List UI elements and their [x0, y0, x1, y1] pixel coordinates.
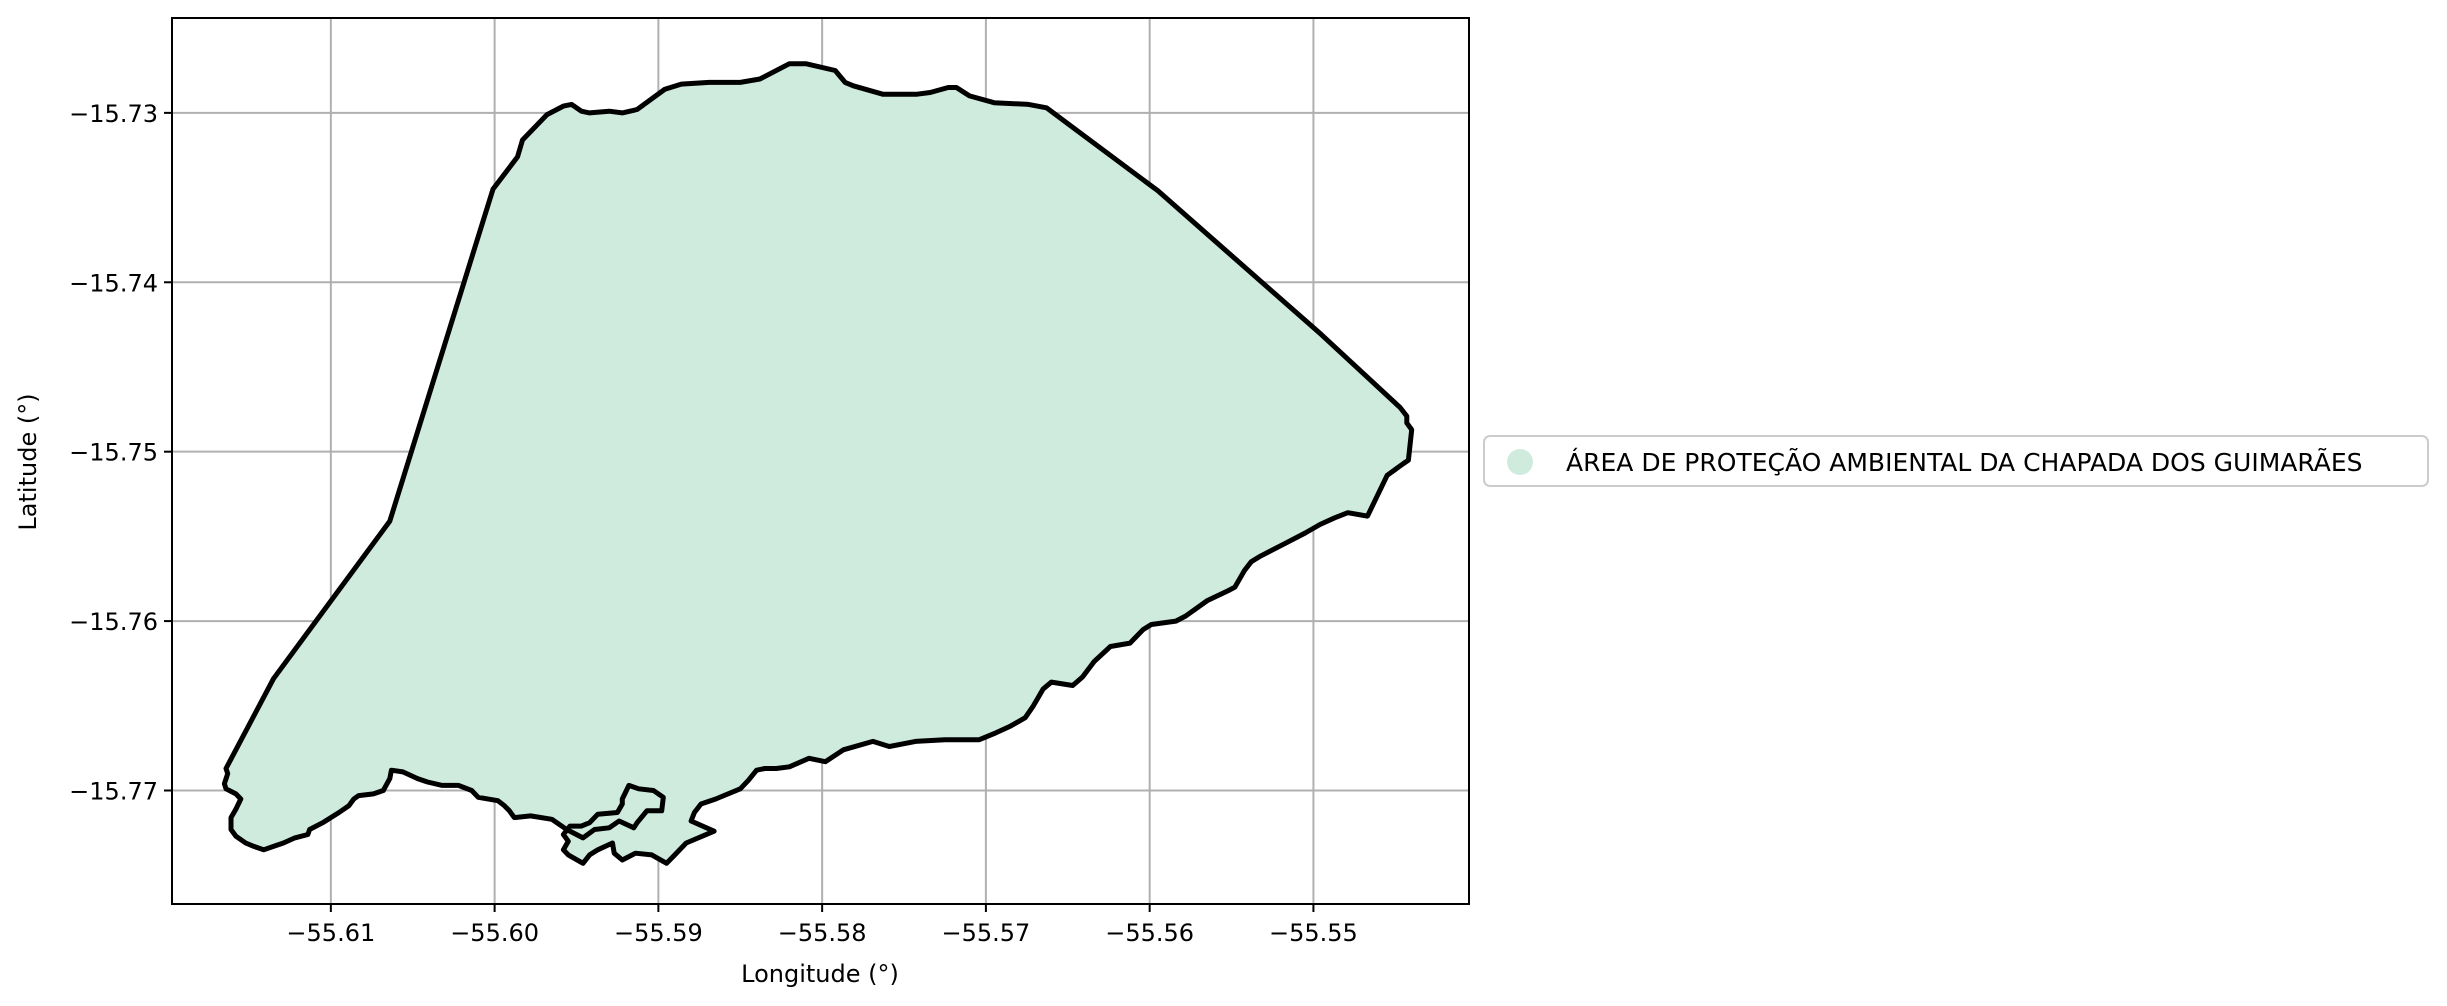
polygon-layer — [224, 63, 1412, 864]
x-tick-label: −55.59 — [614, 919, 703, 947]
protected-area-polygon-fill — [224, 63, 1412, 864]
legend-label: ÁREA DE PROTEÇÃO AMBIENTAL DA CHAPADA DO… — [1566, 447, 2362, 477]
y-axis-title: Latitude (°) — [14, 393, 42, 530]
legend-marker — [1507, 449, 1533, 475]
x-tick-label: −55.56 — [1105, 919, 1194, 947]
x-tick-label: −55.57 — [941, 919, 1030, 947]
y-tick-label: −15.73 — [69, 100, 158, 128]
plot-frame — [171, 17, 1470, 905]
y-tick-label: −15.76 — [69, 608, 158, 636]
x-tick-label: −55.61 — [286, 919, 375, 947]
legend-box — [1483, 435, 2429, 487]
legend: ÁREA DE PROTEÇÃO AMBIENTAL DA CHAPADA DO… — [1483, 435, 2429, 487]
x-tick-label: −55.55 — [1269, 919, 1358, 947]
y-axis-ticks: −15.73 −15.74 −15.75 −15.76 −15.77 — [69, 100, 172, 805]
x-tick-label: −55.60 — [450, 919, 539, 947]
y-tick-label: −15.77 — [69, 777, 158, 805]
x-axis-ticks: −55.61 −55.60 −55.59 −55.58 −55.57 −55.56 −55.… — [286, 904, 1358, 947]
x-axis-title: Longitude (°) — [741, 960, 899, 988]
protected-area-polygon-outline — [221, 61, 1415, 866]
y-tick-label: −15.75 — [69, 439, 158, 467]
x-tick-label: −55.58 — [778, 919, 867, 947]
y-tick-label: −15.74 — [69, 269, 158, 297]
